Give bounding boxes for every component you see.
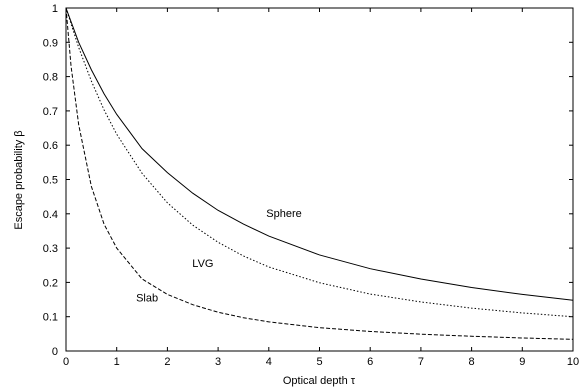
series-label-sphere: Sphere xyxy=(266,208,301,220)
x-tick-label: 0 xyxy=(63,356,69,368)
x-tick-label: 6 xyxy=(367,356,373,368)
x-tick-label: 8 xyxy=(469,356,475,368)
y-tick-label: 0 xyxy=(52,346,58,358)
x-tick-label: 5 xyxy=(316,356,322,368)
series-line-lvg xyxy=(65,7,574,318)
y-tick-label: 0.7 xyxy=(43,106,58,118)
y-tick-label: 0.6 xyxy=(43,140,58,152)
y-tick-label: 0.4 xyxy=(43,209,58,221)
y-tick-label: 0.1 xyxy=(43,312,58,324)
series-line-slab xyxy=(65,7,574,340)
series-label-lvg: LVG xyxy=(192,258,213,270)
x-tick-label: 9 xyxy=(519,356,525,368)
y-tick-label: 0.9 xyxy=(43,37,58,49)
y-tick-label: 0.3 xyxy=(43,243,58,255)
x-tick-label: 2 xyxy=(164,356,170,368)
y-tick-label: 0.5 xyxy=(43,175,58,187)
y-tick-label: 0.8 xyxy=(43,72,58,84)
y-axis-label: Escape probability β xyxy=(13,130,25,229)
x-tick-label: 1 xyxy=(114,356,120,368)
x-tick-label: 7 xyxy=(418,356,424,368)
series-group xyxy=(65,7,574,340)
annotations: Sphere LVG Slab xyxy=(136,208,302,304)
series-label-slab: Slab xyxy=(136,292,158,304)
y-tick-label: 1 xyxy=(52,3,58,15)
x-tick-label: 3 xyxy=(215,356,221,368)
series-line-sphere xyxy=(65,7,574,301)
y-tick-label: 0.2 xyxy=(43,277,58,289)
axis-ticks: 0 1 2 3 4 5 6 7 8 9 10 0 0.1 0.2 0.3 0.4 0.5 0.6 0.7 0.8 0.9… xyxy=(43,3,579,368)
x-tick-label: 10 xyxy=(567,356,579,368)
x-tick-label: 4 xyxy=(266,356,272,368)
x-axis-label: Optical depth τ xyxy=(283,375,356,387)
